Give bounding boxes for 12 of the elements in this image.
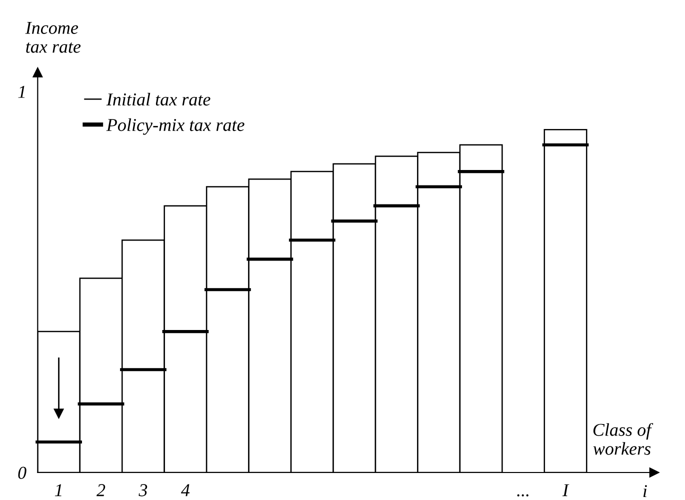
x-tick-label: 4 [180, 484, 190, 496]
x-tick-label: ... [517, 494, 528, 496]
y-axis-title: Income tax rate [25, 22, 81, 53]
x-tick-label: 2 [96, 484, 106, 496]
x-tick-label: 1 [54, 484, 62, 496]
x-tick-label: I [562, 484, 570, 496]
y-tick-label: 0 [18, 466, 26, 479]
legend-label: Initial tax rate [106, 92, 210, 106]
text: i [643, 485, 647, 498]
x-axis-title: Class of workers [593, 423, 654, 455]
legend-label: Policy-mix tax rate [106, 118, 244, 135]
x-tick-label: 3 [138, 484, 148, 496]
